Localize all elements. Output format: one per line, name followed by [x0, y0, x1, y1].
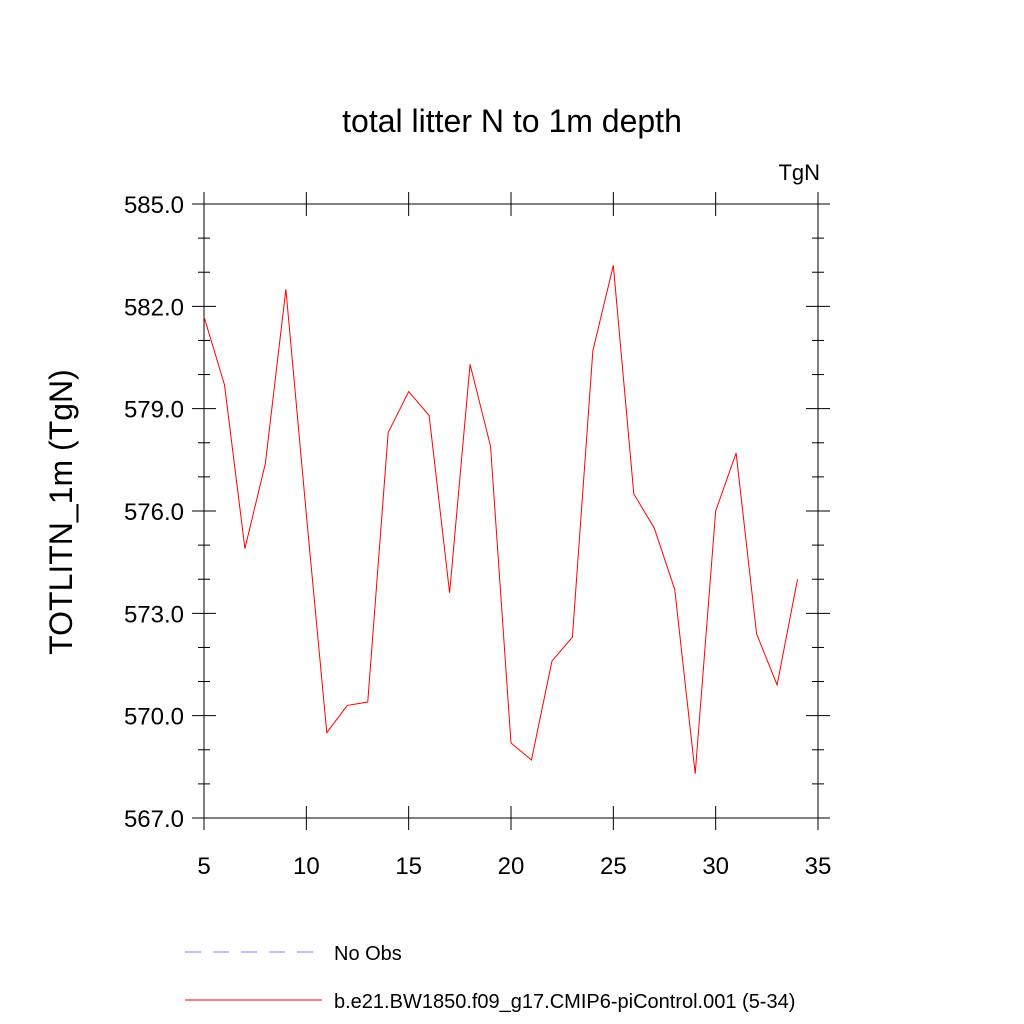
x-tick-label: 10 [293, 853, 320, 880]
axis-ticks [192, 192, 830, 830]
series-line [203, 265, 799, 774]
y-tick-label: 573.0 [124, 601, 184, 628]
x-tick-label: 25 [600, 853, 627, 880]
y-axis-label: TOTLITN_1m (TgN) [43, 369, 79, 655]
y-tick-label: 567.0 [124, 806, 184, 833]
series-lines [203, 265, 799, 774]
legend: No Obs b.e21.BW1850.f09_g17.CMIP6-piCont… [185, 943, 795, 1013]
y-tick-label: 576.0 [124, 499, 184, 526]
x-tick-labels: 5 10 15 20 25 30 35 [197, 853, 831, 880]
x-tick-label: 5 [197, 853, 210, 880]
x-tick-label: 15 [395, 853, 422, 880]
x-tick-label: 30 [702, 853, 729, 880]
y-tick-labels: 567.0 570.0 573.0 576.0 579.0 582.0 585.0 [124, 192, 184, 833]
x-tick-label: 35 [805, 853, 832, 880]
chart-title: total litter N to 1m depth [342, 103, 682, 139]
y-tick-label: 579.0 [124, 397, 184, 424]
x-tick-label: 20 [498, 853, 525, 880]
plot-frame [203, 203, 819, 819]
y-tick-label: 582.0 [124, 294, 184, 321]
legend-label-control-run: b.e21.BW1850.f09_g17.CMIP6-piControl.001… [334, 991, 795, 1013]
units-label: TgN [778, 160, 820, 185]
y-tick-label: 570.0 [124, 704, 184, 731]
y-tick-label: 585.0 [124, 192, 184, 219]
legend-label-no-obs: No Obs [334, 943, 402, 965]
